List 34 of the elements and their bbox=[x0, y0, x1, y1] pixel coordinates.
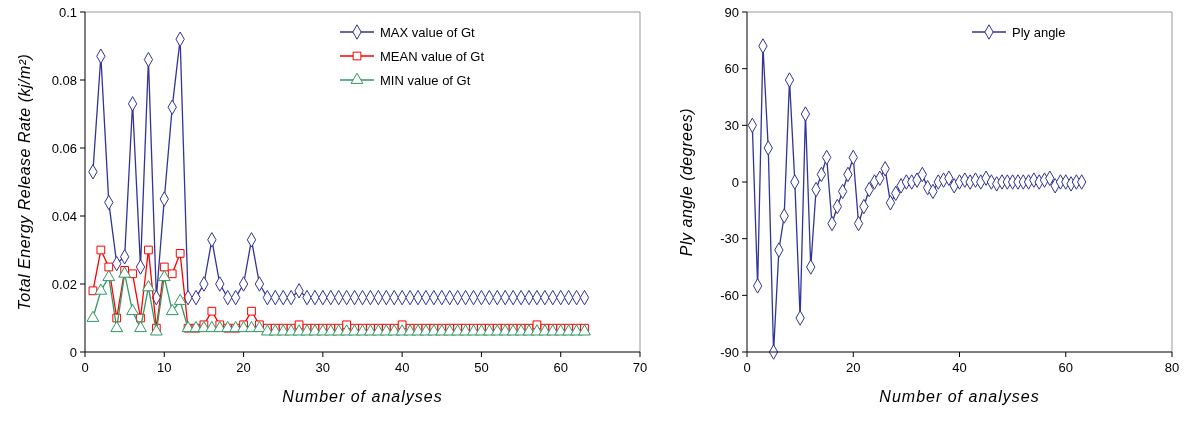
x-tick-label: 20 bbox=[236, 360, 251, 375]
x-tick-label: 60 bbox=[553, 360, 568, 375]
legend-label: MEAN value of Gt bbox=[380, 48, 485, 64]
x-tick-label: 60 bbox=[1058, 360, 1073, 375]
y-axis-title: Ply angle (degrees) bbox=[678, 107, 695, 257]
legend-label: MIN value of Gt bbox=[380, 72, 471, 88]
legend-label: Ply angle bbox=[1012, 24, 1066, 40]
x-tick-label: 10 bbox=[157, 360, 172, 375]
y-tick-label: 60 bbox=[724, 61, 739, 77]
y-tick-label: 0.1 bbox=[58, 4, 77, 20]
y-tick-label: 0 bbox=[69, 344, 77, 360]
x-tick-label: 40 bbox=[394, 360, 410, 375]
y-tick-label: 0.06 bbox=[51, 140, 77, 156]
x-tick-label: 50 bbox=[474, 360, 489, 375]
x-tick-label: 30 bbox=[315, 360, 331, 375]
y-tick-label: 0 bbox=[731, 174, 739, 190]
y-tick-label: 30 bbox=[724, 117, 739, 133]
x-tick-label: 20 bbox=[846, 360, 861, 375]
y-tick-label: -30 bbox=[720, 231, 739, 247]
y-tick-label: 0.08 bbox=[51, 72, 77, 88]
x-tick-label: 70 bbox=[632, 360, 648, 375]
legend-label: MAX value of Gt bbox=[380, 24, 476, 40]
x-tick-label: 0 bbox=[743, 360, 751, 375]
x-tick-label: 40 bbox=[952, 360, 967, 375]
x-axis-title: Number of analyses bbox=[282, 388, 443, 405]
y-tick-label: -60 bbox=[720, 287, 739, 303]
y-tick-label: 0.02 bbox=[51, 276, 77, 292]
x-tick-label: 80 bbox=[1164, 360, 1180, 375]
x-tick-label: 0 bbox=[81, 360, 89, 375]
y-tick-label: 0.04 bbox=[51, 208, 77, 224]
y-tick-label: 90 bbox=[724, 4, 739, 20]
y-axis-title: Total Energy Release Rate (kj/m²) bbox=[16, 53, 33, 311]
x-axis-title: Number of analyses bbox=[879, 388, 1040, 405]
y-tick-label: -90 bbox=[720, 344, 739, 360]
